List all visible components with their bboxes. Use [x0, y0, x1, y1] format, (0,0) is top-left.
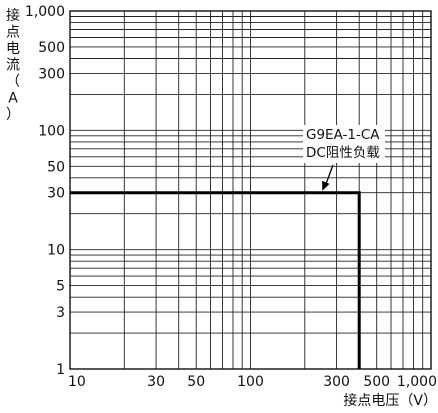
x-tick-label: 1,000 — [397, 374, 437, 390]
y-tick-label: 1,000 — [25, 4, 65, 20]
y-axis-label-char: 流 — [6, 58, 20, 74]
y-tick-label: 300 — [38, 66, 65, 82]
y-tick-label: 30 — [47, 186, 65, 202]
y-tick-label: 10 — [47, 243, 65, 259]
y-tick-label: 500 — [38, 40, 65, 56]
y-tick-label: 1 — [56, 362, 65, 378]
x-tick-label: 300 — [323, 374, 350, 390]
x-tick-label: 10 — [68, 374, 86, 390]
annotation-arrowhead — [322, 181, 329, 191]
y-tick-label: 50 — [47, 159, 65, 175]
y-axis-label-char: 点 — [6, 25, 20, 41]
annotation-text: DC阻性负载 — [306, 145, 380, 161]
annotation-text: G9EA-1-CA — [306, 127, 380, 143]
y-tick-label: 100 — [38, 123, 65, 139]
x-tick-label: 30 — [147, 374, 165, 390]
y-tick-label: 3 — [56, 305, 65, 321]
x-tick-label: 50 — [187, 374, 205, 390]
x-tick-label: 100 — [237, 374, 264, 390]
y-axis-label-char: （ — [6, 74, 20, 90]
y-axis-label-char: 电 — [6, 41, 20, 57]
x-axis-label: 接点电压（V） — [343, 392, 437, 409]
y-axis-label-char: 接 — [6, 7, 20, 24]
y-tick-label: 5 — [56, 279, 65, 295]
y-axis-label-char: A — [8, 91, 18, 107]
boundary-series-line — [70, 193, 359, 369]
x-tick-label: 500 — [363, 374, 390, 390]
y-axis-label-char: ） — [6, 107, 20, 123]
annotation-arrow-line — [325, 165, 333, 186]
